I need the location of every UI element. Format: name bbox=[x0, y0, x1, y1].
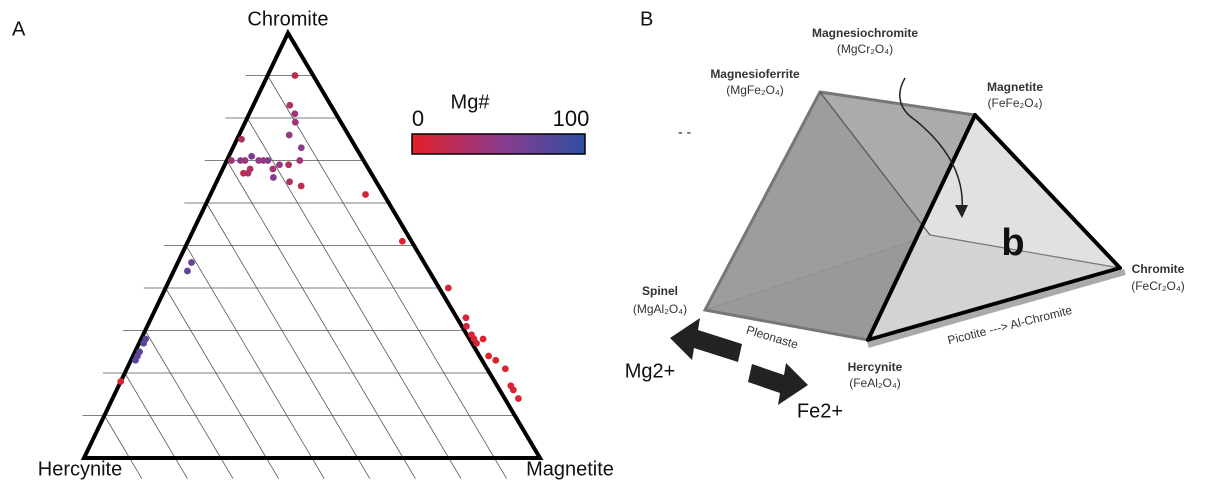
data-point bbox=[117, 378, 124, 385]
data-point bbox=[286, 178, 293, 185]
vertex-label: Chromite bbox=[247, 8, 328, 30]
colorbar-title: Mg# bbox=[451, 91, 491, 113]
data-point bbox=[502, 365, 509, 372]
data-point bbox=[298, 144, 305, 151]
ion-label: Mg2+ bbox=[625, 360, 676, 382]
data-point bbox=[492, 357, 499, 364]
double-arrow-right bbox=[748, 363, 808, 405]
grid-line bbox=[247, 118, 461, 479]
data-point bbox=[292, 72, 299, 79]
mineral-formula: (MgFe₂O₄) bbox=[726, 83, 784, 97]
figure: A Chromite Hercynite Magnetite Mg# B - -… bbox=[0, 0, 1212, 484]
data-point bbox=[286, 102, 293, 109]
colorbar-tick-label: 100 bbox=[553, 106, 590, 131]
data-point bbox=[463, 314, 470, 321]
grid-line bbox=[206, 203, 369, 479]
data-point bbox=[276, 161, 283, 168]
mineral-formula: (FeFe₂O₄) bbox=[988, 96, 1043, 110]
double-arrow-left bbox=[670, 318, 742, 362]
data-point bbox=[248, 153, 255, 160]
data-point bbox=[140, 340, 147, 347]
data-point bbox=[485, 353, 492, 360]
data-point bbox=[247, 166, 254, 173]
mineral-name: Chromite bbox=[1132, 262, 1185, 276]
data-point bbox=[515, 395, 522, 402]
data-point bbox=[292, 119, 299, 126]
grid-line bbox=[166, 288, 279, 479]
data-point bbox=[510, 387, 517, 394]
data-point bbox=[473, 340, 480, 347]
data-point bbox=[285, 161, 292, 168]
mineral-name: Hercynite bbox=[848, 360, 903, 374]
panel-label: A bbox=[12, 18, 26, 40]
grid-line bbox=[227, 161, 416, 479]
mineral-name: Spinel bbox=[642, 284, 678, 298]
data-point bbox=[463, 323, 470, 330]
mineral-formula: (MgCr₂O₄) bbox=[837, 42, 893, 56]
panel-label: B bbox=[640, 8, 653, 30]
mineral-name: Magnetite bbox=[987, 80, 1043, 94]
colorbar bbox=[412, 134, 585, 154]
data-point bbox=[228, 157, 235, 164]
face-label: b bbox=[1001, 222, 1024, 264]
colorbar-tick-label: 0 bbox=[412, 106, 424, 131]
vertex-label: Hercynite bbox=[38, 458, 122, 480]
data-point bbox=[298, 183, 305, 190]
stray-mark: - - bbox=[678, 124, 692, 140]
mineral-name: Magnesiochromite bbox=[812, 26, 918, 40]
ion-label: Fe2+ bbox=[797, 400, 843, 422]
grid-line bbox=[125, 373, 188, 479]
mineral-name: Magnesioferrite bbox=[710, 67, 800, 81]
mineral-formula: (FeCr₂O₄) bbox=[1131, 279, 1185, 293]
mineral-formula: (FeAl₂O₄) bbox=[849, 376, 901, 390]
data-point bbox=[399, 238, 406, 245]
data-point bbox=[238, 136, 245, 143]
data-point bbox=[188, 259, 195, 266]
grid-line bbox=[186, 246, 324, 479]
data-point bbox=[270, 174, 277, 181]
data-point bbox=[296, 157, 303, 164]
data-point bbox=[264, 157, 271, 164]
data-point bbox=[480, 336, 487, 343]
mineral-formula: (MgAl₂O₄) bbox=[633, 302, 687, 316]
data-point bbox=[362, 191, 369, 198]
data-point bbox=[286, 132, 293, 139]
data-point bbox=[269, 166, 276, 173]
data-point bbox=[445, 285, 452, 292]
data-point bbox=[184, 268, 191, 275]
data-point bbox=[242, 157, 249, 164]
vertex-label: Magnetite bbox=[526, 458, 614, 480]
data-point bbox=[132, 357, 139, 364]
data-point bbox=[291, 110, 298, 117]
